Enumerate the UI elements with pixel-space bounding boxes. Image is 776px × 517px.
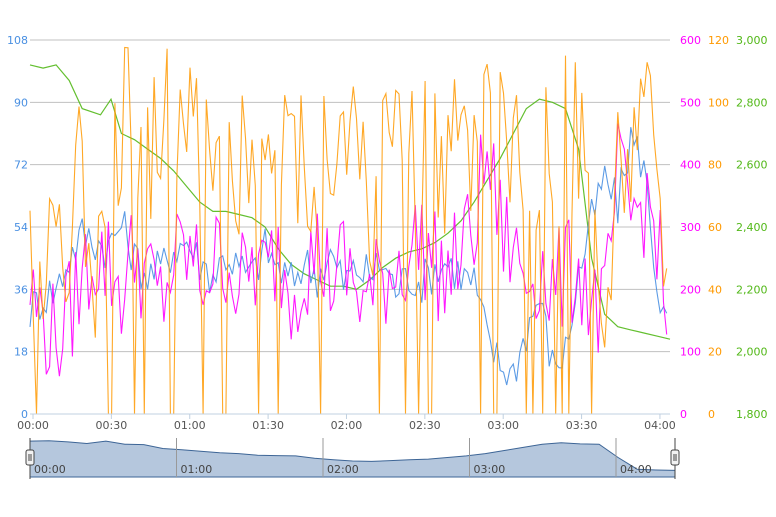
left-tick-label: 0	[21, 408, 28, 421]
x-tick-label: 00:30	[96, 419, 128, 432]
x-tick-label: 01:00	[174, 419, 206, 432]
right3-tick-label: 2,400	[736, 221, 768, 234]
right1-tick-label: 600	[680, 34, 701, 47]
navigator[interactable]: 00:00 01:00 02:00 03:00 04:00	[25, 438, 680, 479]
navigator-right-handle[interactable]	[670, 449, 680, 466]
left-tick-label: 18	[14, 346, 28, 359]
right1-tick-label: 400	[680, 159, 701, 172]
right2-tick-label: 0	[708, 408, 715, 421]
navigator-label: 01:00	[181, 463, 213, 476]
navigator-label: 02:00	[327, 463, 359, 476]
navigator-label: 04:00	[620, 463, 652, 476]
left-tick-label: 54	[14, 221, 28, 234]
right1-tick-label: 500	[680, 96, 701, 109]
right3-tick-label: 1,800	[736, 408, 768, 421]
right3-tick-label: 2,600	[736, 159, 768, 172]
navigator-area	[29, 440, 676, 478]
x-tick-label: 00:00	[17, 419, 49, 432]
elevation-series-line	[29, 64, 671, 340]
right3-tick-label: 2,000	[736, 346, 768, 359]
left-tick-label: 90	[14, 96, 28, 109]
x-tick-label: 02:30	[409, 419, 441, 432]
plot-series	[29, 46, 671, 415]
x-tick-label: 03:00	[487, 419, 519, 432]
orange-series-line	[29, 46, 668, 415]
left-tick-label: 36	[14, 283, 28, 296]
left-tick-label: 72	[14, 159, 28, 172]
right1-tick-label: 300	[680, 221, 701, 234]
right3-tick-label: 3,000	[736, 34, 768, 47]
navigator-left-handle[interactable]	[25, 449, 35, 466]
right2-tick-label: 20	[708, 346, 722, 359]
right1-tick-label: 200	[680, 283, 701, 296]
y-axes: 0 18 36 54 72 90 108 0 100 200 300 400 500 600 0 20 40 60…	[7, 34, 768, 421]
navigator-label: 03:00	[474, 463, 506, 476]
left-tick-label: 108	[7, 34, 28, 47]
right2-tick-label: 40	[708, 283, 722, 296]
navigator-label: 00:00	[34, 463, 66, 476]
right2-tick-label: 80	[708, 159, 722, 172]
right3-tick-label: 2,800	[736, 96, 768, 109]
right1-tick-label: 0	[680, 408, 687, 421]
right3-tick-label: 2,200	[736, 283, 768, 296]
x-tick-label: 04:00	[644, 419, 676, 432]
magenta-series-line	[29, 123, 668, 377]
right2-tick-label: 100	[708, 96, 729, 109]
x-tick-label: 03:30	[566, 419, 598, 432]
x-tick-label: 01:30	[252, 419, 284, 432]
right2-tick-label: 120	[708, 34, 729, 47]
x-axis: 00:00 00:30 01:00 01:30 02:00 02:30 03:00 03:30…	[17, 413, 676, 432]
right2-tick-label: 60	[708, 221, 722, 234]
right1-tick-label: 100	[680, 346, 701, 359]
x-tick-label: 02:00	[331, 419, 363, 432]
